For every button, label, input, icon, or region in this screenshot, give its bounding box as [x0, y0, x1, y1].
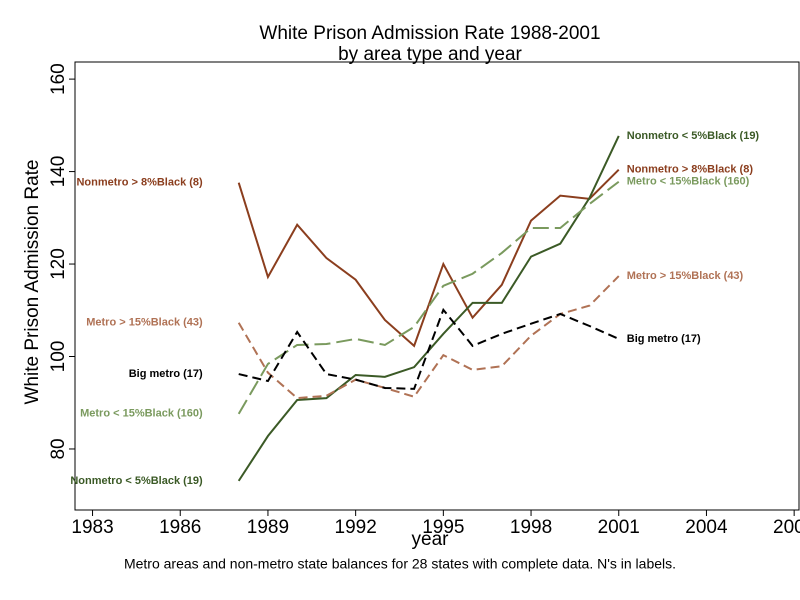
series-label-left: Metro < 15%Black (160): [80, 408, 203, 420]
y-tick-label: 120: [48, 248, 69, 280]
series-line: [237, 180, 620, 415]
x-tick-label: 1995: [422, 517, 464, 538]
y-tick-label: 140: [48, 156, 69, 188]
y-tick-label: 160: [48, 63, 69, 95]
y-tick-label: 100: [48, 341, 69, 373]
chart-title: White Prison Admission Rate 1988-2001: [259, 23, 600, 44]
series-label-right: Nonmetro > 8%Black (8): [627, 164, 754, 176]
y-axis-label: White Prison Admission Rate: [22, 160, 43, 405]
x-tick-label: 1992: [335, 517, 377, 538]
series-label-left: Nonmetro < 5%Black (19): [70, 475, 203, 487]
series-label-left: Big metro (17): [129, 368, 203, 380]
series-label-right: Big metro (17): [627, 333, 701, 345]
x-tick-label: 2004: [685, 517, 728, 538]
x-tick-label: 2007: [773, 517, 800, 538]
series-label-right: Metro < 15%Black (160): [627, 176, 750, 188]
x-tick-label: 1998: [510, 517, 552, 538]
x-tick-label: 1989: [247, 517, 289, 538]
plot-area: [74, 61, 800, 511]
chart-subtitle: by area type and year: [338, 44, 522, 65]
series-label-right: Metro > 15%Black (43): [627, 270, 744, 282]
x-tick-label: 1983: [71, 517, 113, 538]
x-tick-label: 1986: [159, 517, 201, 538]
x-axis-label: year: [412, 529, 450, 550]
series-label-left: Nonmetro > 8%Black (8): [76, 177, 203, 189]
series-line: [238, 307, 620, 390]
series-line: [237, 275, 620, 400]
series-label-right: Nonmetro < 5%Black (19): [627, 130, 760, 142]
series-label-left: Metro > 15%Black (43): [86, 317, 203, 329]
y-tick-label: 80: [48, 438, 69, 459]
x-tick-label: 2001: [598, 517, 640, 538]
note: Metro areas and non-metro state balances…: [124, 556, 676, 572]
